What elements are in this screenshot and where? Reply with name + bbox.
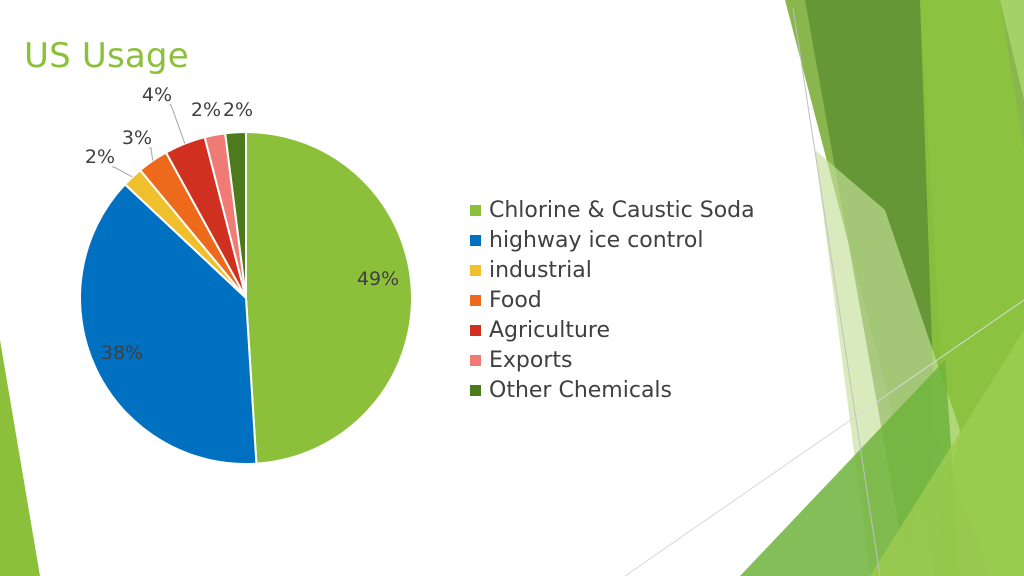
pie-slice-chlorine-caustic-soda	[245, 130, 413, 465]
data-label: 3%	[122, 127, 152, 149]
slide-title: US Usage	[24, 36, 189, 76]
legend-item: Other Chemicals	[470, 375, 755, 405]
pie-slice-highway-ice-control	[79, 182, 258, 465]
legend-label: highway ice control	[489, 227, 704, 253]
data-label: 2%	[85, 146, 115, 168]
legend-item: Chlorine & Caustic Soda	[470, 195, 755, 225]
leader-line	[149, 147, 154, 161]
legend-item: Exports	[470, 345, 755, 375]
legend-label: Food	[489, 287, 542, 313]
leader-line	[112, 166, 133, 178]
data-label: 4%	[142, 84, 172, 106]
legend-label: Agriculture	[489, 317, 610, 343]
data-label: 2%	[223, 99, 253, 121]
legend-label: Chlorine & Caustic Soda	[489, 197, 755, 223]
legend-label: industrial	[489, 257, 592, 283]
pie-slice-other-chemicals	[224, 130, 247, 299]
legend-item: industrial	[470, 255, 755, 285]
legend-item: Agriculture	[470, 315, 755, 345]
data-label: 38%	[101, 342, 143, 364]
data-label: 2%	[191, 99, 221, 121]
pie-chart	[79, 130, 413, 465]
legend-swatch	[470, 354, 481, 366]
legend-item: highway ice control	[470, 225, 755, 255]
legend-swatch	[470, 204, 481, 216]
chart-legend: Chlorine & Caustic Soda highway ice contr…	[470, 195, 755, 405]
legend-label: Other Chemicals	[489, 377, 672, 403]
legend-swatch	[470, 264, 481, 276]
legend-label: Exports	[489, 347, 573, 373]
legend-swatch	[470, 234, 481, 246]
data-label: 49%	[357, 268, 399, 290]
pie-data-labels: 49%38%2%3%4%2% 2%	[85, 84, 399, 364]
legend-swatch	[470, 324, 481, 336]
legend-swatch	[470, 384, 481, 396]
legend-item: Food	[470, 285, 755, 315]
leader-line	[169, 104, 186, 144]
legend-swatch	[470, 294, 481, 306]
